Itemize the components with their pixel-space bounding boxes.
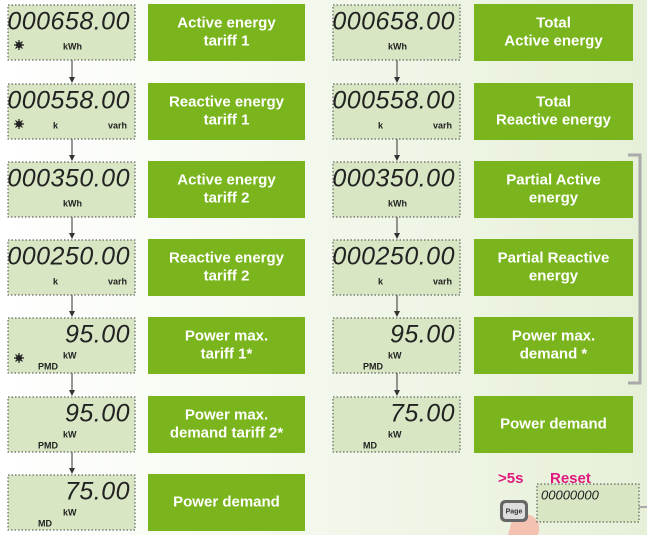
lcd-reading: 95.00	[390, 321, 455, 349]
unit: kWh	[388, 41, 407, 51]
label-text: Total	[536, 93, 571, 110]
label-text: tariff 1	[204, 111, 250, 128]
unit: varh	[108, 120, 127, 130]
mode: MD	[38, 518, 52, 528]
label-text: Total	[536, 14, 571, 31]
mode: PMD	[363, 361, 384, 371]
sun-rays	[14, 119, 24, 129]
lcd-reading: 75.00	[390, 400, 455, 428]
label-text: Reactive energy	[169, 249, 285, 266]
lcd-reading: 000350.00	[7, 165, 130, 193]
label-text: Power max.	[512, 327, 595, 344]
lcd-reading: 000558.00	[7, 87, 130, 115]
label-text: demand *	[520, 345, 588, 362]
label-text: energy	[529, 189, 579, 206]
label-text: Active energy	[177, 14, 276, 31]
label-text: Power demand	[173, 493, 280, 510]
unit: kW	[388, 350, 402, 360]
lcd-reading: 95.00	[65, 400, 130, 428]
lcd-reading: 000250.00	[332, 243, 455, 271]
label-text: Power demand	[500, 415, 607, 432]
label-text: demand tariff 2*	[170, 424, 284, 441]
mode: PMD	[38, 440, 59, 450]
label-text: tariff 1	[204, 32, 250, 49]
unit: kW	[63, 507, 77, 517]
unit: kW	[63, 429, 77, 439]
unit: kWh	[63, 41, 82, 51]
mode: MD	[363, 440, 377, 450]
label-text: tariff 2	[204, 189, 250, 206]
lcd-reading: 000658.00	[332, 8, 455, 36]
unit: kW	[388, 429, 402, 439]
reset-timing: >5s	[498, 470, 523, 487]
unit: varh	[433, 276, 452, 286]
label-text: Power max.	[185, 327, 268, 344]
lcd-reading: 000558.00	[332, 87, 455, 115]
reset-reading: 00000000	[541, 487, 600, 502]
lcd-reading: 000350.00	[332, 165, 455, 193]
label-text: Partial Reactive	[498, 249, 610, 266]
label-text: Reactive energy	[169, 93, 285, 110]
unit: kWh	[63, 198, 82, 208]
label-text: Active energy	[177, 171, 276, 188]
lcd-reading: 000250.00	[7, 243, 130, 271]
lcd-reading: 75.00	[65, 478, 130, 506]
label-text: Reactive energy	[496, 111, 612, 128]
label-text: tariff 2	[204, 267, 250, 284]
sun-rays	[14, 40, 24, 50]
sun-rays	[14, 353, 24, 363]
label-text: energy	[529, 267, 579, 284]
label-text: tariff 1*	[201, 345, 253, 362]
lcd-reading: 000658.00	[7, 8, 130, 36]
button-label: Page	[506, 508, 523, 515]
unit: kW	[63, 350, 77, 360]
mode: PMD	[38, 361, 59, 371]
label-text: Partial Active	[506, 171, 601, 188]
unit: varh	[433, 120, 452, 130]
label-text: Power max.	[185, 406, 268, 423]
diagram: >5s Reset Page 00000000 000658.00kWhActi…	[0, 0, 647, 535]
label-text: Active energy	[504, 32, 603, 49]
lcd-reading: 95.00	[65, 321, 130, 349]
unit: varh	[108, 276, 127, 286]
unit: kWh	[388, 198, 407, 208]
